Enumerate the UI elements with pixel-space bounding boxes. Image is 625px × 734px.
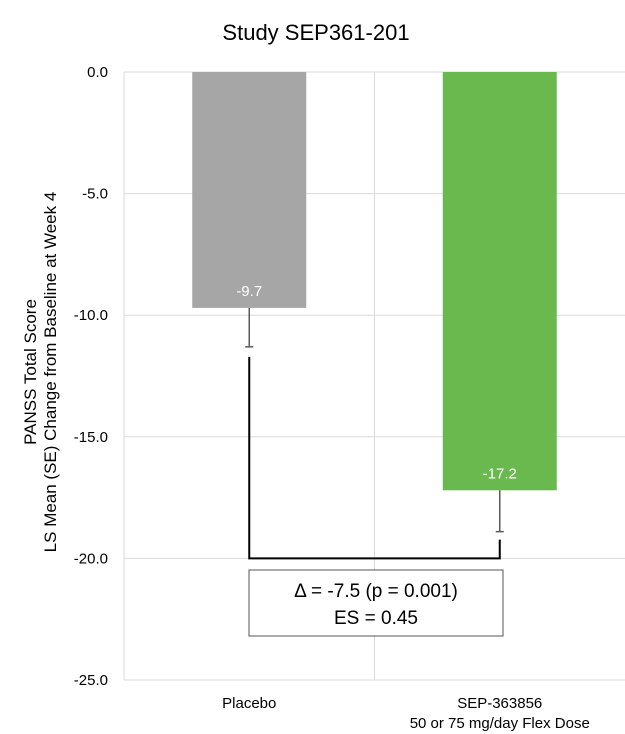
y-tick-label: -15.0 [74, 429, 108, 446]
x-category-label: Placebo [222, 695, 276, 712]
y-axis-label: PANSS Total Score LS Mean (SE) Change fr… [21, 192, 60, 553]
annotation-box: Δ = -7.5 (p = 0.001) ES = 0.45 [248, 569, 504, 637]
chart-title: Study SEP361-201 [222, 20, 409, 45]
bar [442, 72, 557, 491]
y-tick-label: -10.0 [74, 307, 108, 324]
bar [192, 72, 307, 308]
error-bars [245, 307, 504, 533]
data-label: -9.7 [236, 283, 262, 300]
x-category-labels: Placebo SEP-363856 50 or 75 mg/day Flex Do… [222, 695, 590, 732]
x-category-label: 50 or 75 mg/day Flex Dose [410, 715, 590, 732]
y-axis-label-line-2: LS Mean (SE) Change from Baseline at Wee… [41, 192, 60, 553]
y-tick-labels: 0.0 -5.0 -10.0 -15.0 -20.0 -25.0 [74, 64, 108, 689]
data-label: -17.2 [483, 465, 517, 482]
x-category-label: SEP-363856 [457, 695, 542, 712]
y-tick-label: -25.0 [74, 672, 108, 689]
data-labels: -9.7 -17.2 [236, 283, 517, 482]
bars [192, 72, 557, 491]
annotation-line-2: ES = 0.45 [334, 608, 418, 629]
y-tick-label: -5.0 [82, 186, 108, 203]
y-tick-label: 0.0 [87, 64, 108, 81]
y-axis-label-line-1: PANSS Total Score [21, 299, 40, 445]
annotation-line-1: Δ = -7.5 (p = 0.001) [294, 581, 458, 602]
y-tick-label: -20.0 [74, 550, 108, 567]
comparison-bracket [248, 356, 501, 560]
